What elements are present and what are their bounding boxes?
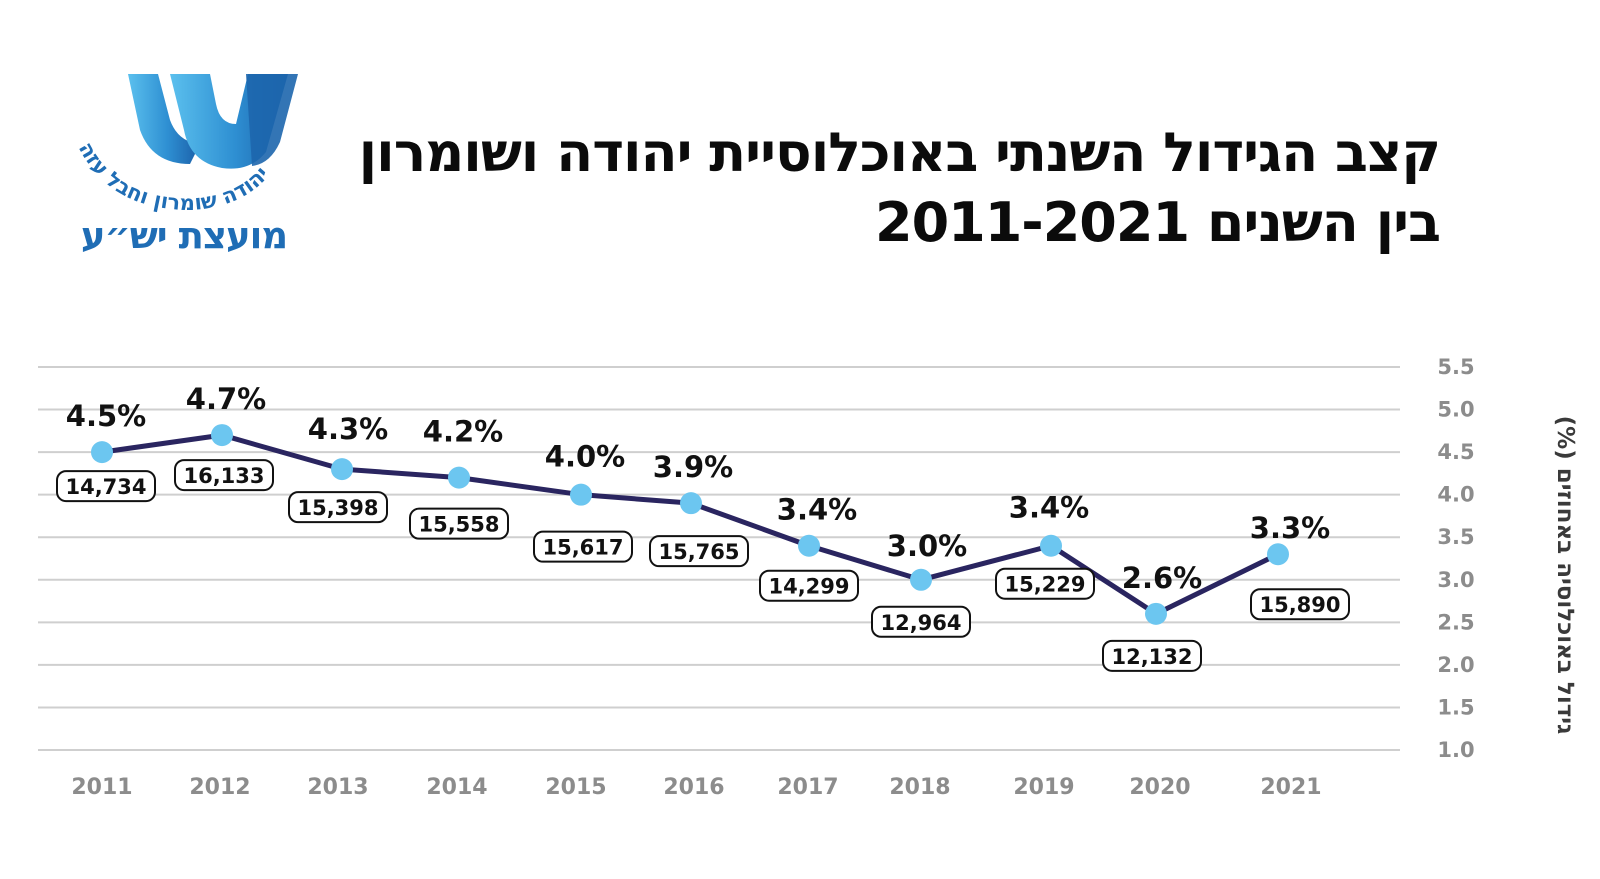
title-line-1: קצב הגידול השנתי באוכלוסיית יהודה ושומרו…: [358, 121, 1441, 184]
x-tick-label: 2014: [426, 775, 487, 800]
count-label: 14,734: [56, 470, 156, 503]
x-tick-label: 2015: [545, 775, 606, 800]
data-point: [91, 441, 113, 464]
y-tick-label: 1.5: [1437, 695, 1474, 719]
data-points: [91, 424, 1289, 625]
count-label-text: 16,133: [183, 464, 264, 488]
count-label-box: [995, 567, 1095, 600]
count-label: 15,890: [1250, 588, 1350, 621]
count-label-box: [759, 569, 859, 602]
percent-label: 3.4%: [1009, 491, 1089, 525]
count-label: 15,558: [409, 507, 509, 540]
x-tick-label: 2017: [777, 775, 838, 800]
percent-label: 4.7%: [186, 382, 266, 416]
y-tick-label: 1.0: [1437, 738, 1474, 762]
line-chart: 1.01.52.02.53.03.54.04.55.05.5 2011 2012 2…: [38, 355, 1475, 800]
count-label-text: 15,617: [542, 536, 623, 560]
count-label-box: [1102, 639, 1202, 672]
count-label-text: 15,890: [1259, 593, 1340, 617]
count-label: 12,132: [1102, 639, 1202, 672]
percent-label: 4.5%: [66, 399, 146, 433]
x-tick-label: 2016: [663, 775, 724, 800]
percent-labels: 4.5% 4.7% 4.3% 4.2% 4.0% 3.9% 3.4% 3.0% 3.4% 2.6%…: [66, 382, 1330, 595]
count-label-box: [409, 507, 509, 540]
percent-label: 4.3%: [308, 412, 388, 446]
count-label-box: [174, 459, 274, 492]
percent-label: 4.0%: [545, 440, 625, 474]
count-label-box: [871, 605, 971, 638]
count-label-text: 15,398: [297, 496, 378, 520]
y-tick-label: 2.0: [1437, 653, 1474, 677]
x-tick-label: 2013: [307, 775, 368, 800]
data-point: [211, 424, 233, 447]
count-label-text: 14,299: [768, 575, 849, 599]
y-tick-label: 3.5: [1437, 525, 1474, 549]
count-label-text: 12,132: [1111, 645, 1192, 669]
count-label: 15,398: [288, 491, 388, 524]
y-tick-label: 2.5: [1437, 610, 1474, 634]
count-label-box: [649, 535, 749, 568]
count-label: 15,765: [649, 535, 749, 568]
percent-label: 3.3%: [1250, 511, 1330, 545]
y-tick-label: 5.0: [1437, 398, 1474, 422]
brand-name: מועצת יש״ע: [80, 214, 288, 257]
x-tick-label: 2020: [1129, 775, 1190, 800]
percent-label: 2.6%: [1122, 561, 1202, 595]
x-tick-label: 2021: [1260, 775, 1321, 800]
y-tick-label: 5.5: [1437, 355, 1474, 379]
data-point: [1145, 602, 1167, 625]
brand-logo: יהודה שומרון וחבל עזה: [40, 60, 330, 275]
count-label-text: 12,964: [880, 611, 961, 635]
count-label: 16,133: [174, 459, 274, 492]
count-label-text: 14,734: [65, 475, 146, 499]
percent-label: 4.2%: [423, 415, 503, 449]
logo-emblem: יהודה שומרון וחבל עזה: [74, 74, 298, 215]
count-label-box: [533, 530, 633, 563]
title-line-2: בין השנים 2011-2021: [875, 191, 1441, 254]
data-point: [448, 466, 470, 489]
data-point: [331, 458, 353, 481]
percent-label: 3.9%: [653, 450, 733, 484]
y-tick-label: 4.0: [1437, 483, 1474, 507]
data-point: [910, 568, 932, 591]
count-label-box: [288, 491, 388, 524]
data-point: [798, 534, 820, 557]
y-tick-label: 4.5: [1437, 440, 1474, 464]
y-axis-ticks: 1.0 1.5 2.0 2.5 3.0 3.5 4.0 4.5 5.0 5.5: [1437, 355, 1474, 762]
x-axis-ticks: 2011 2012 2013 2014 2015 2016 2017 2018 2019 2020…: [71, 775, 1321, 800]
x-tick-label: 2011: [71, 775, 132, 800]
x-tick-label: 2019: [1013, 775, 1074, 800]
percent-label: 3.4%: [777, 493, 857, 527]
count-label: 15,617: [533, 530, 633, 563]
count-label-box: [56, 470, 156, 503]
page-title: קצב הגידול השנתי באוכלוסיית יהודה ושומרו…: [340, 118, 1441, 258]
count-label-text: 15,229: [1004, 573, 1085, 597]
count-label-box: [1250, 588, 1350, 621]
data-point: [570, 483, 592, 506]
count-label-text: 15,558: [418, 513, 499, 537]
count-label: 15,229: [995, 567, 1095, 600]
data-point: [1040, 534, 1062, 557]
count-label: 14,299: [759, 569, 859, 602]
count-label: 12,964: [871, 605, 971, 638]
x-tick-label: 2012: [189, 775, 250, 800]
count-label-text: 15,765: [658, 540, 739, 564]
y-tick-label: 3.0: [1437, 568, 1474, 592]
y-axis-label: גידול באוכלוסיה באחוזים (%): [1552, 415, 1578, 735]
data-point: [1267, 543, 1289, 566]
data-point: [680, 492, 702, 515]
percent-label: 3.0%: [887, 529, 967, 563]
x-tick-label: 2018: [889, 775, 950, 800]
count-labels: 14,734 16,133 15,398 15,558 15,617 15,765 14,2…: [56, 459, 1350, 672]
